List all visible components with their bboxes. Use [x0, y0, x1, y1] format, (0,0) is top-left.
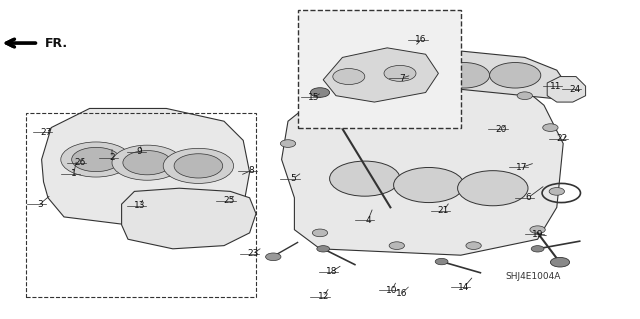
- Bar: [26, 113, 256, 297]
- Polygon shape: [323, 48, 438, 102]
- Text: 20: 20: [495, 125, 507, 134]
- Bar: [298, 10, 461, 128]
- Polygon shape: [122, 188, 256, 249]
- Text: 14: 14: [458, 283, 470, 292]
- Polygon shape: [42, 108, 250, 226]
- Text: 26: 26: [74, 158, 86, 167]
- FancyArrowPatch shape: [6, 39, 36, 47]
- Text: 6: 6: [525, 193, 531, 202]
- Text: 24: 24: [569, 85, 580, 94]
- Text: SHJ4E1004A: SHJ4E1004A: [506, 272, 561, 281]
- Text: 7: 7: [399, 74, 404, 83]
- Text: 10: 10: [386, 286, 397, 295]
- Circle shape: [310, 88, 330, 97]
- Circle shape: [490, 63, 541, 88]
- Circle shape: [280, 140, 296, 147]
- Circle shape: [333, 69, 365, 85]
- Circle shape: [384, 65, 416, 81]
- Circle shape: [112, 145, 182, 180]
- Text: 23: 23: [247, 249, 259, 258]
- Circle shape: [428, 79, 443, 87]
- Text: 17: 17: [516, 163, 527, 172]
- Circle shape: [466, 242, 481, 249]
- Circle shape: [389, 242, 404, 249]
- Text: 1: 1: [71, 169, 76, 178]
- Text: 25: 25: [223, 197, 235, 205]
- Circle shape: [517, 92, 532, 100]
- Circle shape: [163, 148, 234, 183]
- Text: 21: 21: [438, 206, 449, 215]
- Circle shape: [530, 226, 545, 234]
- Circle shape: [61, 142, 131, 177]
- Text: 11: 11: [550, 82, 561, 91]
- Text: 15: 15: [308, 93, 319, 102]
- Polygon shape: [547, 77, 586, 102]
- Text: 19: 19: [532, 230, 543, 239]
- Text: 3: 3: [37, 200, 42, 209]
- Circle shape: [317, 246, 330, 252]
- Circle shape: [549, 188, 564, 195]
- Polygon shape: [282, 77, 563, 255]
- Text: 2: 2: [109, 153, 115, 162]
- Text: 13: 13: [134, 201, 145, 210]
- Circle shape: [312, 229, 328, 237]
- Text: FR.: FR.: [45, 37, 68, 49]
- Text: 22: 22: [556, 134, 568, 143]
- Circle shape: [550, 257, 570, 267]
- Text: 16: 16: [396, 289, 408, 298]
- Text: 16: 16: [415, 35, 427, 44]
- Circle shape: [72, 147, 120, 172]
- Circle shape: [531, 246, 544, 252]
- Circle shape: [394, 167, 464, 203]
- Circle shape: [312, 95, 328, 103]
- Text: 8: 8: [248, 166, 253, 175]
- Circle shape: [435, 258, 448, 265]
- Text: 27: 27: [40, 128, 52, 137]
- Text: 4: 4: [365, 216, 371, 225]
- Circle shape: [266, 253, 281, 261]
- Circle shape: [438, 63, 490, 88]
- Text: 12: 12: [317, 292, 329, 301]
- Circle shape: [387, 63, 438, 88]
- Circle shape: [174, 154, 223, 178]
- Text: 9: 9: [137, 147, 142, 156]
- Circle shape: [123, 151, 172, 175]
- Circle shape: [330, 161, 400, 196]
- Text: 5: 5: [291, 174, 296, 183]
- Circle shape: [543, 124, 558, 131]
- Text: 18: 18: [326, 267, 337, 276]
- Polygon shape: [371, 51, 570, 99]
- Circle shape: [458, 171, 528, 206]
